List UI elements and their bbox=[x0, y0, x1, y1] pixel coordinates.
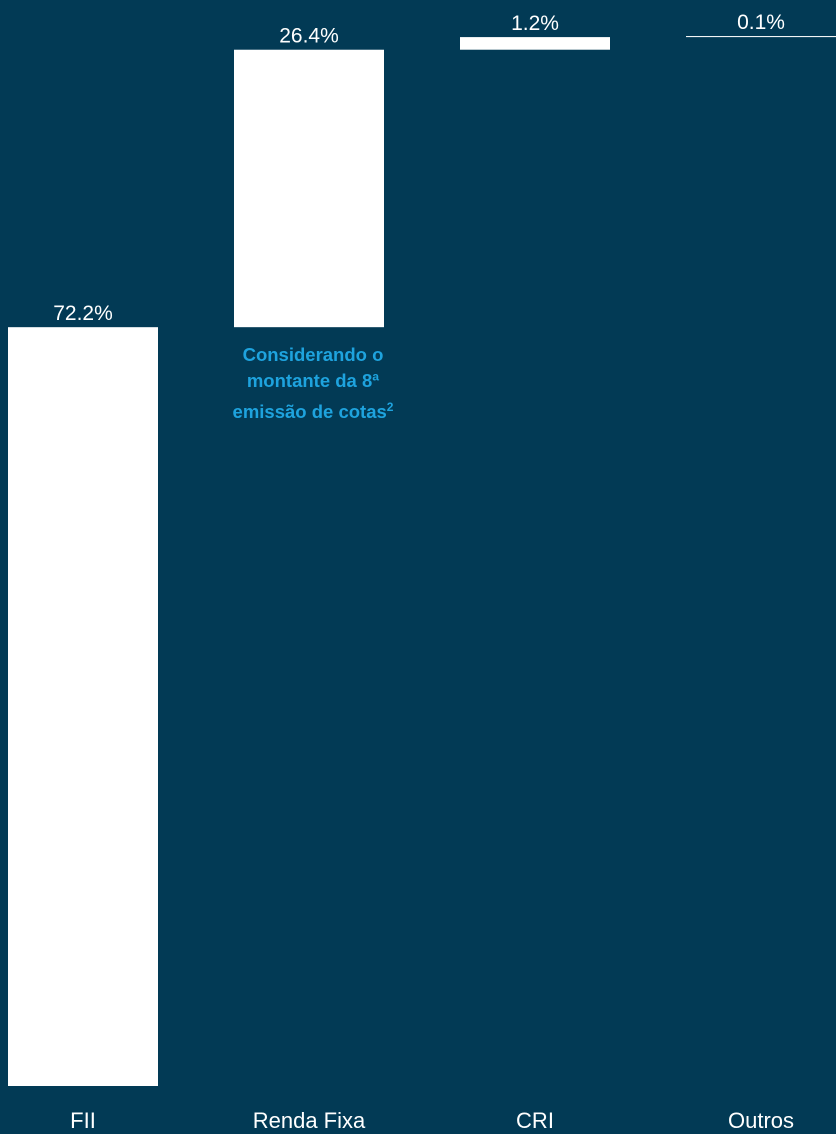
annotation-line-3: emissão de cotas2 bbox=[216, 394, 410, 425]
value-label-outros: 0.1% bbox=[737, 11, 785, 34]
category-label-renda-fixa: Renda Fixa bbox=[253, 1108, 366, 1133]
category-label-outros: Outros bbox=[728, 1108, 794, 1133]
value-label-fii: 72.2% bbox=[53, 302, 113, 325]
value-label-renda-fixa: 26.4% bbox=[279, 25, 339, 48]
category-label-fii: FII bbox=[70, 1108, 96, 1133]
bar-renda-fixa bbox=[234, 49, 384, 328]
renda-fixa-annotation: Considerando o montante da 8ª emissão de… bbox=[216, 342, 410, 425]
annotation-line-1: Considerando o bbox=[242, 344, 384, 365]
bar-outros bbox=[686, 36, 836, 38]
footnote-marker: 2 bbox=[386, 400, 394, 414]
value-label-cri: 1.2% bbox=[511, 12, 559, 35]
category-label-cri: CRI bbox=[516, 1108, 554, 1133]
bar-cri bbox=[460, 37, 610, 50]
bar-fii bbox=[8, 327, 158, 1087]
annotation-line-2: montante da 8ª bbox=[246, 370, 380, 391]
annotation-line-3-text: emissão de cotas bbox=[232, 401, 387, 422]
